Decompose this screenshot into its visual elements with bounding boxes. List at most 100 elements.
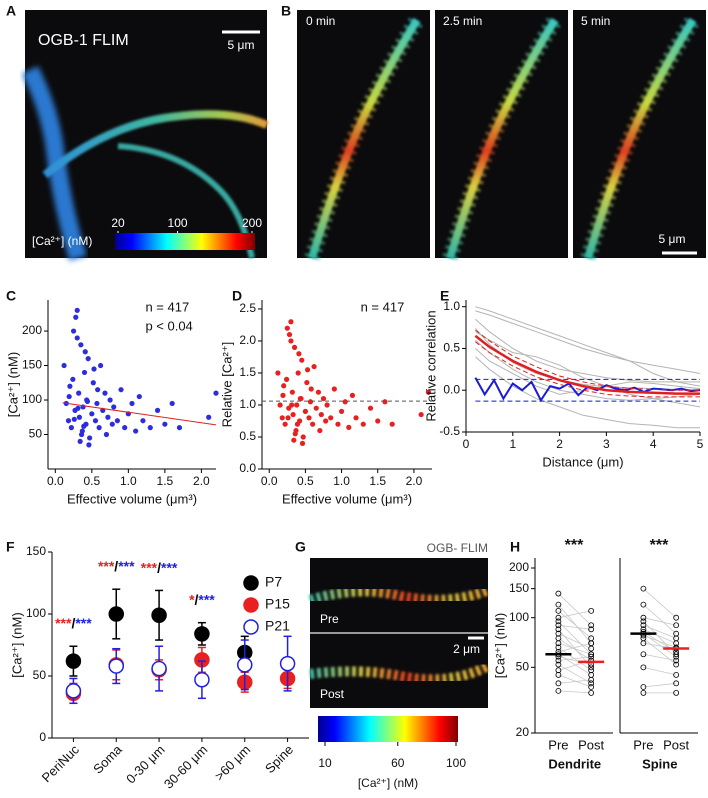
significance-p15: *	[189, 591, 195, 607]
scale-bar-label: 5 μm	[228, 38, 255, 52]
x-tick-label: PeriNuc	[39, 742, 83, 786]
point	[299, 357, 305, 363]
point	[555, 687, 562, 694]
point	[555, 622, 562, 629]
pair-line	[558, 621, 592, 655]
point	[640, 585, 647, 592]
point	[65, 653, 82, 669]
point	[673, 680, 680, 687]
point	[588, 680, 595, 687]
scale-bar-label: 2 μm	[453, 642, 480, 656]
point	[306, 415, 312, 421]
panel-label: A	[6, 3, 16, 19]
point	[286, 331, 293, 338]
image-b: 0 min 2.5 min 5 min 5 μm	[297, 10, 706, 261]
point	[66, 393, 72, 400]
series-line	[475, 341, 700, 398]
y-tick-label: 200	[509, 560, 529, 574]
point	[555, 671, 562, 678]
point	[555, 626, 562, 633]
point	[640, 601, 647, 608]
y-tick-label: 0	[39, 730, 46, 744]
colorbar-tick-label: 200	[242, 216, 262, 230]
y-tick-label: 50	[516, 660, 530, 674]
point	[299, 440, 306, 446]
point	[68, 425, 74, 431]
point	[292, 431, 298, 437]
pair-line	[558, 624, 592, 630]
pair-line	[558, 674, 592, 688]
point	[114, 418, 120, 424]
point	[588, 653, 595, 660]
point	[342, 399, 348, 405]
point	[555, 614, 562, 621]
point	[282, 421, 288, 427]
y-tick-label: 0.0	[443, 382, 460, 396]
point	[640, 626, 647, 633]
x-tick-label: 2.0	[406, 474, 423, 488]
point	[588, 607, 595, 614]
point	[555, 640, 562, 647]
point	[555, 618, 562, 625]
x-tick-label: 2	[556, 437, 563, 451]
series-line	[475, 356, 700, 429]
pair-line	[558, 637, 592, 661]
x-tick-label: 0.0	[47, 474, 64, 488]
frame-label: 5 min	[581, 14, 610, 28]
point	[74, 307, 80, 313]
pair-line	[558, 656, 592, 665]
point	[133, 428, 139, 434]
point	[285, 415, 291, 421]
x-tick-label: 1.0	[120, 474, 137, 488]
pair-line	[558, 642, 592, 653]
point	[640, 618, 647, 625]
x-tick-label: 4	[650, 437, 657, 451]
point	[97, 362, 104, 369]
point	[92, 418, 99, 424]
series-line	[474, 334, 700, 395]
point	[169, 400, 175, 407]
point	[91, 366, 97, 372]
colorbar	[318, 716, 458, 742]
panel-label: E	[440, 288, 449, 304]
y-tick-label: 2.5	[239, 301, 256, 315]
pair-line	[558, 593, 592, 626]
x-tick-label: 1.0	[333, 474, 350, 488]
colorbar-tick-label: 60	[391, 756, 405, 770]
annotation: n = 417	[361, 299, 405, 314]
point	[291, 344, 298, 350]
significance-separator: /	[114, 558, 118, 574]
x-tick-label: Post	[578, 737, 604, 752]
significance-p21: ***	[118, 558, 135, 574]
panel-label: F	[6, 539, 15, 555]
point	[75, 405, 81, 411]
frame-label: 0 min	[306, 14, 335, 28]
pair-line	[643, 624, 677, 639]
point	[71, 416, 77, 422]
point	[102, 390, 108, 396]
point	[65, 683, 82, 699]
point	[81, 423, 87, 429]
colorbar-tick-label: 20	[111, 216, 125, 230]
point	[70, 328, 77, 334]
pair-line	[558, 690, 592, 694]
pair-line	[558, 656, 592, 661]
point	[640, 684, 647, 690]
point	[389, 421, 395, 427]
point	[284, 325, 290, 331]
point	[213, 390, 219, 396]
point	[349, 392, 356, 398]
significance: ***	[650, 537, 669, 554]
point	[61, 362, 67, 369]
point	[108, 658, 124, 674]
point	[79, 431, 85, 438]
image-title: OGB-1 FLIM	[38, 32, 129, 49]
point	[331, 386, 337, 392]
y-tick-label: 0.5	[443, 341, 460, 355]
significance: ***/***	[55, 615, 92, 631]
x-tick-label: 2.0	[193, 474, 210, 488]
x-tick-label: 3	[603, 437, 610, 451]
point	[154, 407, 161, 413]
point	[77, 438, 83, 445]
point	[640, 640, 647, 647]
